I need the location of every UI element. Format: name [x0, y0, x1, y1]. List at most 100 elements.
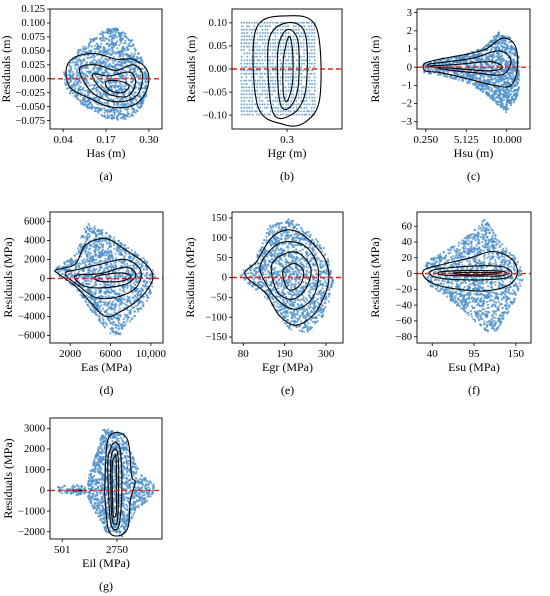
scatter-point — [112, 93, 115, 96]
scatter-point — [473, 54, 476, 57]
scatter-point — [261, 79, 264, 82]
scatter-point — [135, 305, 138, 308]
scatter-point — [263, 79, 266, 82]
x-axis-label: Has (m) — [87, 146, 126, 160]
scatter-point — [250, 69, 253, 72]
scatter-point — [100, 260, 103, 263]
scatter-point — [143, 259, 146, 262]
scatter-point — [142, 280, 146, 283]
scatter-point — [120, 254, 123, 257]
scatter-point — [301, 86, 303, 89]
scatter-point — [89, 296, 92, 299]
scatter-point — [116, 316, 119, 319]
scatter-point — [313, 76, 316, 79]
scatter-point — [128, 90, 131, 94]
scatter-point — [494, 77, 497, 80]
scatter-point — [110, 77, 114, 80]
scatter-point — [131, 80, 134, 83]
scatter-point — [313, 79, 316, 82]
scatter-point — [102, 252, 105, 255]
scatter-point — [481, 58, 484, 61]
scatter-point — [98, 265, 101, 268]
scatter-point — [500, 88, 503, 91]
scatter-point — [116, 324, 119, 327]
scatter-point — [274, 21, 277, 24]
y-axis-label: Residuals (m) — [184, 36, 198, 103]
scatter-point — [313, 32, 316, 34]
scatter-point — [276, 28, 279, 31]
scatter-point — [508, 90, 511, 93]
scatter-point — [274, 32, 277, 34]
scatter-point — [431, 69, 434, 72]
scatter-point — [88, 283, 91, 286]
scatter-point — [269, 62, 272, 65]
scatter-point — [132, 101, 135, 105]
scatter-point — [131, 38, 134, 42]
scatter-point — [145, 294, 148, 297]
scatter-point — [308, 83, 311, 85]
scatter-point — [124, 39, 127, 43]
scatter-point — [112, 72, 115, 75]
scatter-point — [87, 251, 90, 254]
scatter-point — [506, 107, 509, 110]
scatter-point — [115, 41, 118, 44]
scatter-point — [136, 261, 139, 264]
scatter-point — [133, 71, 136, 74]
scatter-point — [118, 113, 121, 116]
scatter-point — [123, 32, 126, 35]
scatter-point — [256, 83, 259, 85]
scatter-point — [88, 271, 91, 274]
scatter-point — [245, 42, 248, 45]
scatter-point — [259, 76, 261, 79]
scatter-point — [264, 49, 266, 51]
scatter-point — [71, 61, 74, 64]
scatter-point — [97, 318, 101, 321]
scatter-point — [300, 83, 302, 85]
scatter-point — [83, 93, 86, 96]
scatter-point — [272, 89, 275, 92]
scatter-point — [92, 271, 95, 274]
scatter-point — [97, 75, 100, 78]
scatter-point — [254, 110, 257, 113]
scatter-point — [287, 103, 290, 106]
scatter-point — [511, 47, 514, 51]
y-tick-label: 0.075 — [21, 32, 45, 43]
scatter-point — [501, 104, 504, 107]
scatter-point — [311, 100, 314, 102]
scatter-point — [89, 255, 92, 259]
scatter-point — [93, 259, 96, 262]
scatter-point — [245, 83, 248, 85]
scatter-point — [517, 88, 520, 92]
scatter-point — [446, 75, 449, 79]
scatter-point — [120, 250, 123, 253]
scatter-point — [96, 61, 99, 64]
scatter-point — [498, 42, 501, 46]
scatter-point — [303, 49, 306, 51]
scatter-point — [89, 289, 92, 292]
scatter-point — [129, 56, 132, 59]
scatter-point — [105, 242, 109, 245]
scatter-point — [243, 110, 246, 113]
scatter-point — [306, 35, 308, 38]
scatter-point — [135, 86, 138, 89]
scatter-point — [95, 75, 98, 78]
scatter-point — [136, 52, 140, 56]
scatter-point — [240, 21, 243, 24]
scatter-point — [108, 63, 111, 66]
scatter-point — [129, 69, 132, 72]
scatter-point — [105, 37, 108, 40]
scatter-point — [242, 49, 245, 51]
scatter-point — [240, 42, 243, 45]
scatter-point — [108, 81, 111, 84]
scatter-point — [99, 45, 102, 49]
scatter-point — [274, 79, 277, 82]
scatter-point — [105, 263, 108, 266]
scatter-point — [272, 106, 275, 109]
scatter-point — [313, 83, 316, 85]
scatter-point — [75, 252, 78, 255]
scatter-point — [274, 25, 277, 28]
scatter-point — [124, 49, 127, 52]
scatter-point — [117, 31, 120, 34]
